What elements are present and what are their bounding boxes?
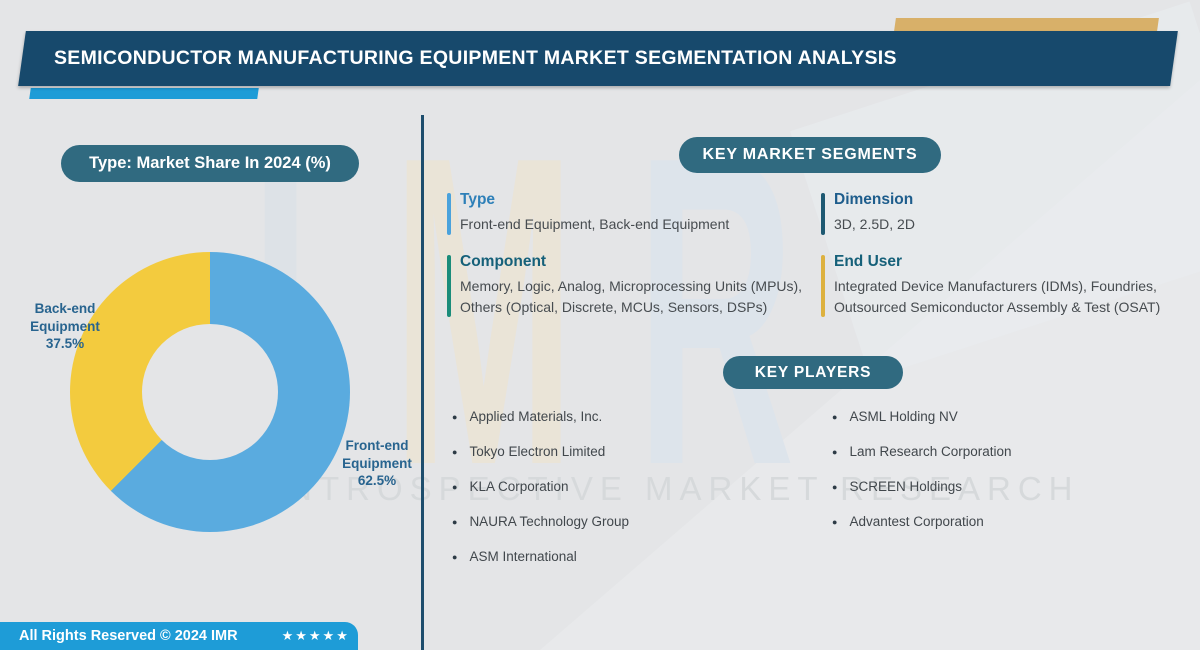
player-item: ● ASML Holding NV xyxy=(832,410,1012,424)
player-item: ● NAURA Technology Group xyxy=(452,515,629,529)
bullet-icon: ● xyxy=(832,447,838,457)
chart-title-badge: Type: Market Share In 2024 (%) xyxy=(61,145,359,182)
vertical-divider xyxy=(421,115,424,650)
pie-label-back-end: Back-end Equipment 37.5% xyxy=(6,300,124,353)
pie-label-front-end-value: 62.5% xyxy=(357,473,397,489)
player-name: Lam Research Corporation xyxy=(849,444,1012,459)
segment-component-text: Memory, Logic, Analog, Microprocessing U… xyxy=(460,278,803,315)
donut-chart xyxy=(70,252,350,532)
player-item: ● Lam Research Corporation xyxy=(832,445,1012,459)
pie-label-back-end-value: 37.5% xyxy=(45,336,85,352)
bullet-icon: ● xyxy=(832,412,838,422)
segment-type: Type Front-end Equipment, Back-end Equip… xyxy=(447,191,820,235)
watermark-text: INTROSPECTIVE MARKET RESEARCH xyxy=(272,470,1080,507)
player-item: ● Applied Materials, Inc. xyxy=(452,410,629,424)
bullet-icon: ● xyxy=(832,517,838,527)
header-accent-bar xyxy=(29,88,259,99)
player-item: ● ASM International xyxy=(452,550,629,564)
key-players-badge: KEY PLAYERS xyxy=(723,356,903,389)
player-item: ● KLA Corporation xyxy=(452,480,629,494)
key-market-segments-badge: KEY MARKET SEGMENTS xyxy=(679,137,941,173)
pie-label-back-end-name: Back-end Equipment xyxy=(30,301,100,334)
bullet-icon: ● xyxy=(452,447,458,457)
segment-end-user-text: Integrated Device Manufacturers (IDMs), … xyxy=(834,278,1161,315)
player-name: Advantest Corporation xyxy=(849,514,984,529)
players-list-right: ● ASML Holding NV ● Lam Research Corporati… xyxy=(832,410,1012,550)
segment-type-text: Front-end Equipment, Back-end Equipment xyxy=(460,216,730,232)
segment-dimension-accent-bar xyxy=(821,193,825,235)
player-item: ● Tokyo Electron Limited xyxy=(452,445,629,459)
segment-component-accent-bar xyxy=(447,255,451,317)
bullet-icon: ● xyxy=(452,412,458,422)
segment-end-user-title: End User xyxy=(834,253,903,270)
segment-component: Component Memory, Logic, Analog, Micropr… xyxy=(447,253,832,318)
players-list-left: ● Applied Materials, Inc. ● Tokyo Electron… xyxy=(452,410,629,585)
pie-label-front-end: Front-end Equipment 62.5% xyxy=(334,437,420,490)
player-name: Applied Materials, Inc. xyxy=(469,409,603,424)
footer-bar: All Rights Reserved © 2024 IMR ★★★★★ xyxy=(0,622,358,650)
rating-stars-icon: ★★★★★ xyxy=(281,628,350,643)
segment-end-user: End User Integrated Device Manufacturers… xyxy=(821,253,1198,318)
segment-end-user-accent-bar xyxy=(821,255,825,317)
segment-dimension: Dimension 3D, 2.5D, 2D xyxy=(821,191,1184,235)
segment-dimension-title: Dimension xyxy=(834,191,914,208)
bullet-icon: ● xyxy=(452,552,458,562)
segment-type-accent-bar xyxy=(447,193,451,235)
player-name: SCREEN Holdings xyxy=(849,479,962,494)
player-name: Tokyo Electron Limited xyxy=(469,444,606,459)
bullet-icon: ● xyxy=(832,482,838,492)
segment-type-title: Type xyxy=(460,191,496,208)
player-item: ● Advantest Corporation xyxy=(832,515,1012,529)
player-name: ASML Holding NV xyxy=(849,409,958,424)
player-item: ● SCREEN Holdings xyxy=(832,480,1012,494)
page-title: SEMICONDUCTOR MANUFACTURING EQUIPMENT MA… xyxy=(54,47,897,69)
bullet-icon: ● xyxy=(452,517,458,527)
donut-hole xyxy=(142,324,278,460)
segment-dimension-text: 3D, 2.5D, 2D xyxy=(834,216,915,232)
player-name: KLA Corporation xyxy=(469,479,569,494)
header-banner: SEMICONDUCTOR MANUFACTURING EQUIPMENT MA… xyxy=(18,31,1178,86)
player-name: NAURA Technology Group xyxy=(469,514,630,529)
segment-component-title: Component xyxy=(460,253,547,270)
header-gold-bar xyxy=(894,18,1159,31)
pie-label-front-end-name: Front-end Equipment xyxy=(342,438,412,471)
player-name: ASM International xyxy=(469,549,577,564)
copyright-text: All Rights Reserved © 2024 IMR xyxy=(19,628,238,644)
bullet-icon: ● xyxy=(452,482,458,492)
